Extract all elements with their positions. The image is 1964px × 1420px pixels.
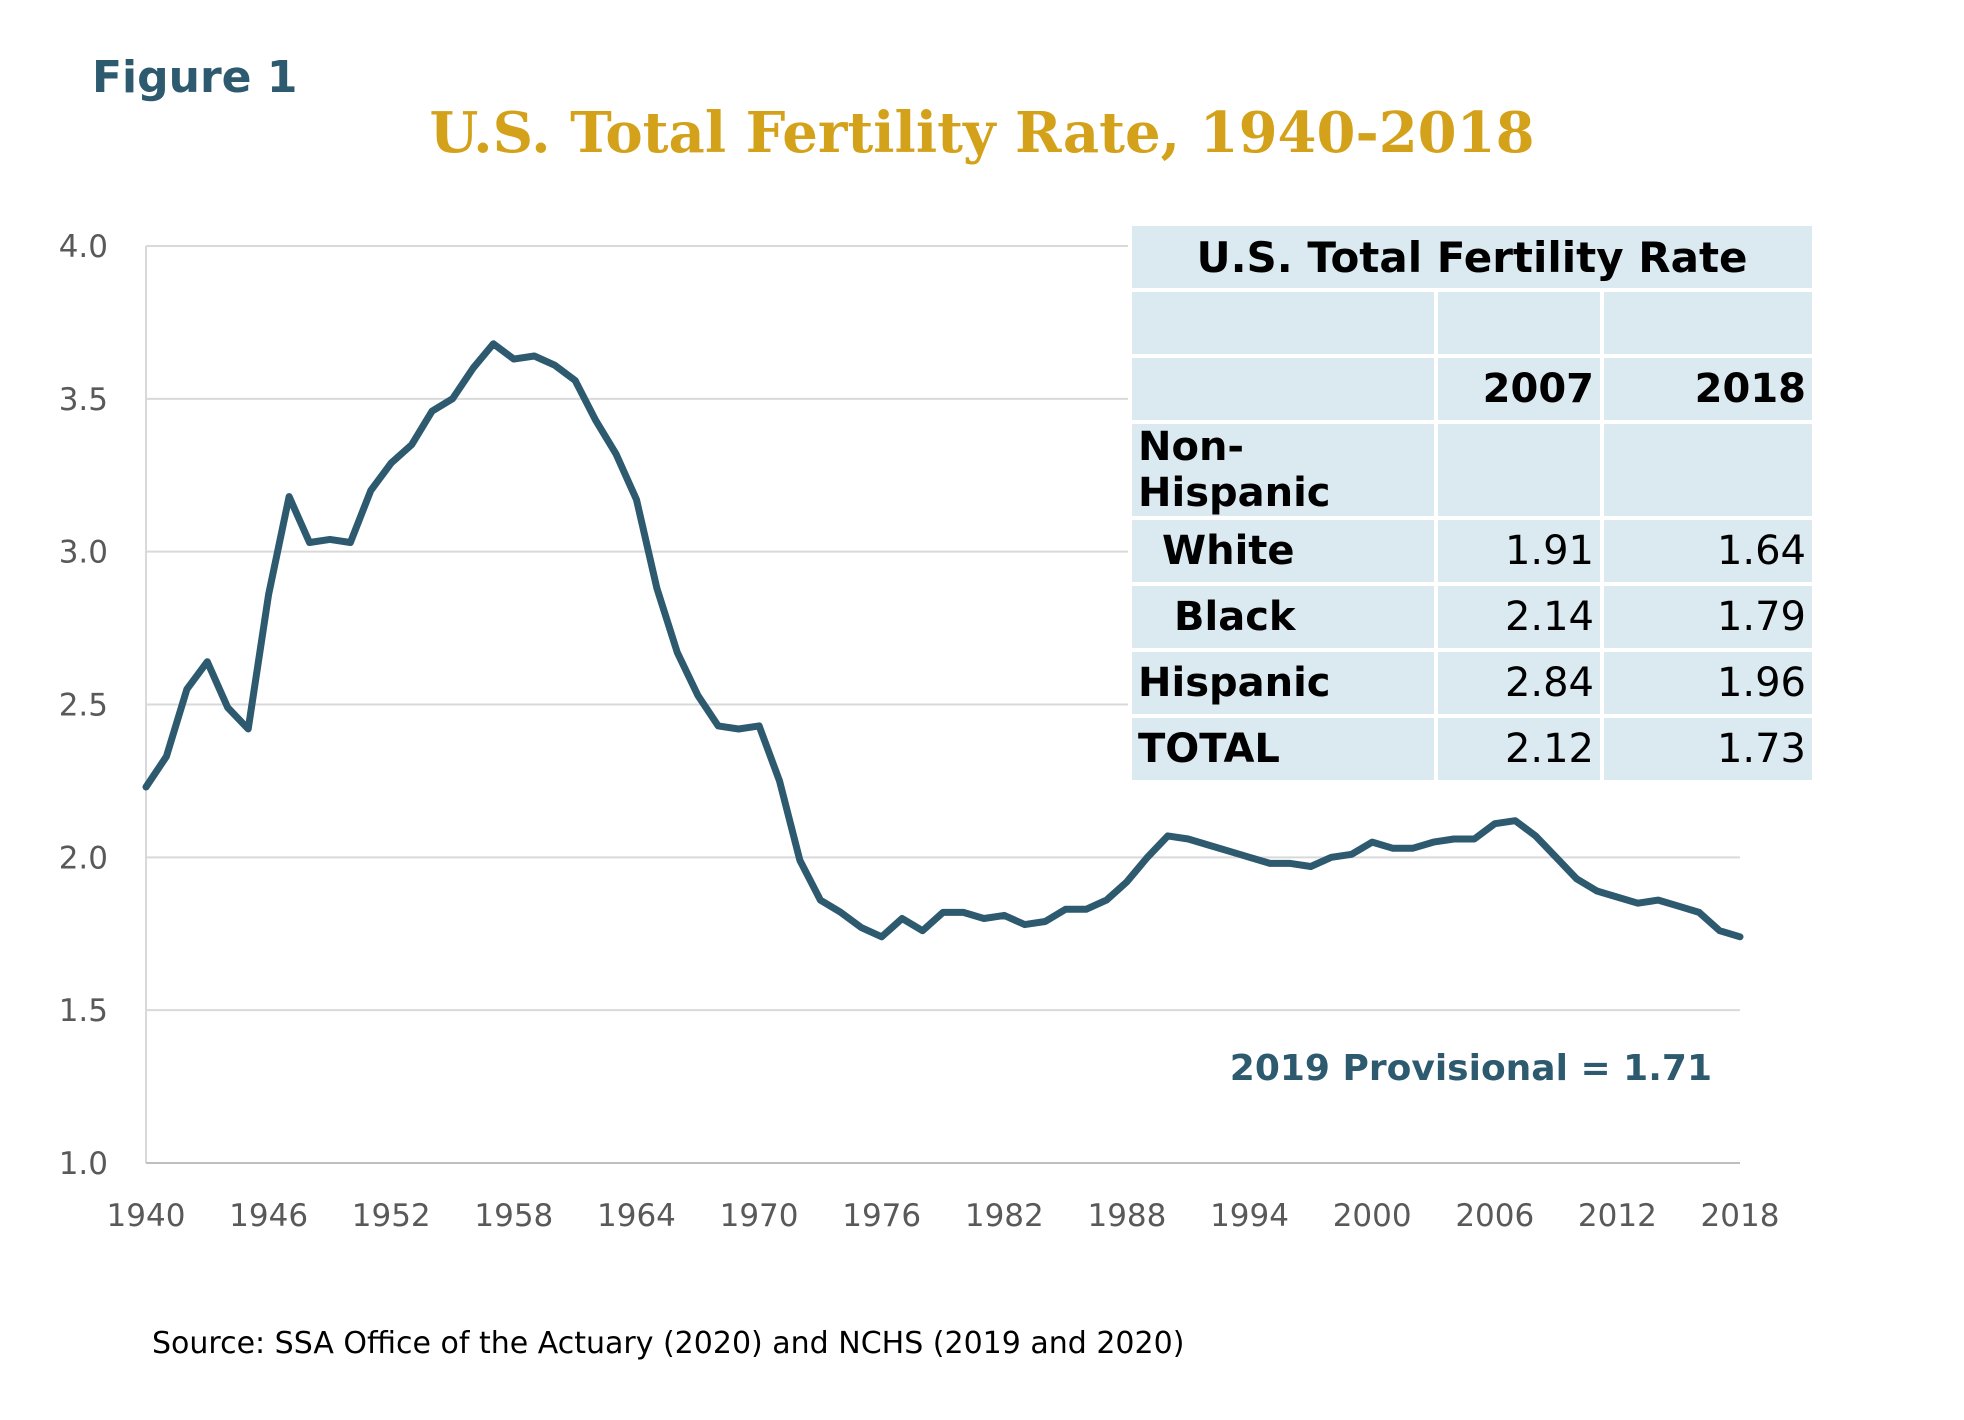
x-tick-label: 1940 [107, 1198, 186, 1234]
y-tick-label: 1.5 [59, 993, 108, 1029]
y-tick-label: 4.0 [59, 229, 108, 265]
source-note: Source: SSA Office of the Actuary (2020)… [152, 1326, 1185, 1361]
chart-title: U.S. Total Fertility Rate, 1940-2018 [429, 100, 1535, 166]
value-2007: 1.91 [1434, 516, 1604, 586]
empty-cell [1600, 420, 1816, 520]
x-tick-label: 2006 [1455, 1198, 1534, 1234]
value-2007: 2.84 [1434, 648, 1604, 718]
x-tick-label: 1982 [965, 1198, 1044, 1234]
empty-cell [1128, 288, 1438, 358]
table-row: TOTAL 2.12 1.73 [1128, 714, 1816, 784]
table-row: Black 2.14 1.79 [1128, 582, 1816, 652]
fertility-rate-table: U.S. Total Fertility Rate 2007 2018 Non-… [1128, 222, 1816, 784]
x-tick-label: 2000 [1333, 1198, 1412, 1234]
empty-cell [1128, 354, 1438, 424]
series-line-tfr [142, 340, 1744, 941]
value-2018: 1.64 [1600, 516, 1816, 586]
table-row: Hispanic 2.84 1.96 [1128, 648, 1816, 718]
row-label: White [1128, 516, 1438, 586]
x-tick-label: 1946 [229, 1198, 308, 1234]
empty-cell [1600, 288, 1816, 358]
x-tick-label: 1994 [1210, 1198, 1289, 1234]
value-2018: 1.73 [1600, 714, 1816, 784]
value-2018: 1.79 [1600, 582, 1816, 652]
x-tick-label: 1970 [720, 1198, 799, 1234]
col-header-2007: 2007 [1434, 354, 1604, 424]
y-axis: 1.0 1.5 2.0 2.5 3.0 3.5 4.0 [59, 229, 147, 1182]
group-label: Non-Hispanic [1128, 420, 1438, 520]
table-title: U.S. Total Fertility Rate [1128, 222, 1816, 292]
y-tick-label: 2.0 [59, 840, 108, 876]
y-tick-label: 3.5 [59, 382, 108, 418]
empty-cell [1434, 288, 1604, 358]
value-2007: 2.14 [1434, 582, 1604, 652]
empty-cell [1434, 420, 1604, 520]
x-tick-label: 1964 [597, 1198, 676, 1234]
x-tick-label: 1952 [352, 1198, 431, 1234]
x-axis: 1940 1946 1952 1958 1964 1970 1976 1982 1988 1994… [107, 1162, 1780, 1234]
y-tick-label: 3.0 [59, 535, 108, 571]
value-2007: 2.12 [1434, 714, 1604, 784]
x-tick-label: 2018 [1701, 1198, 1780, 1234]
row-label: Hispanic [1128, 648, 1438, 718]
value-2018: 1.96 [1600, 648, 1816, 718]
x-tick-label: 1958 [474, 1198, 553, 1234]
table-row: White 1.91 1.64 [1128, 516, 1816, 586]
y-tick-label: 2.5 [59, 688, 108, 724]
x-tick-label: 1988 [1087, 1198, 1166, 1234]
x-tick-label: 1976 [842, 1198, 921, 1234]
provisional-annotation: 2019 Provisional = 1.71 [1230, 1048, 1712, 1089]
y-tick-label: 1.0 [59, 1146, 108, 1182]
figure-label: Figure 1 [92, 52, 298, 103]
x-tick-label: 2012 [1578, 1198, 1657, 1234]
col-header-2018: 2018 [1600, 354, 1816, 424]
row-label: Black [1128, 582, 1438, 652]
row-label: TOTAL [1128, 714, 1438, 784]
